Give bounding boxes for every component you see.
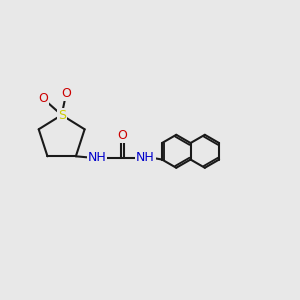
Text: NH: NH [136,151,155,164]
Text: S: S [58,109,66,122]
Text: O: O [61,87,71,100]
Text: O: O [38,92,48,105]
Text: O: O [117,129,127,142]
Text: NH: NH [88,151,106,164]
